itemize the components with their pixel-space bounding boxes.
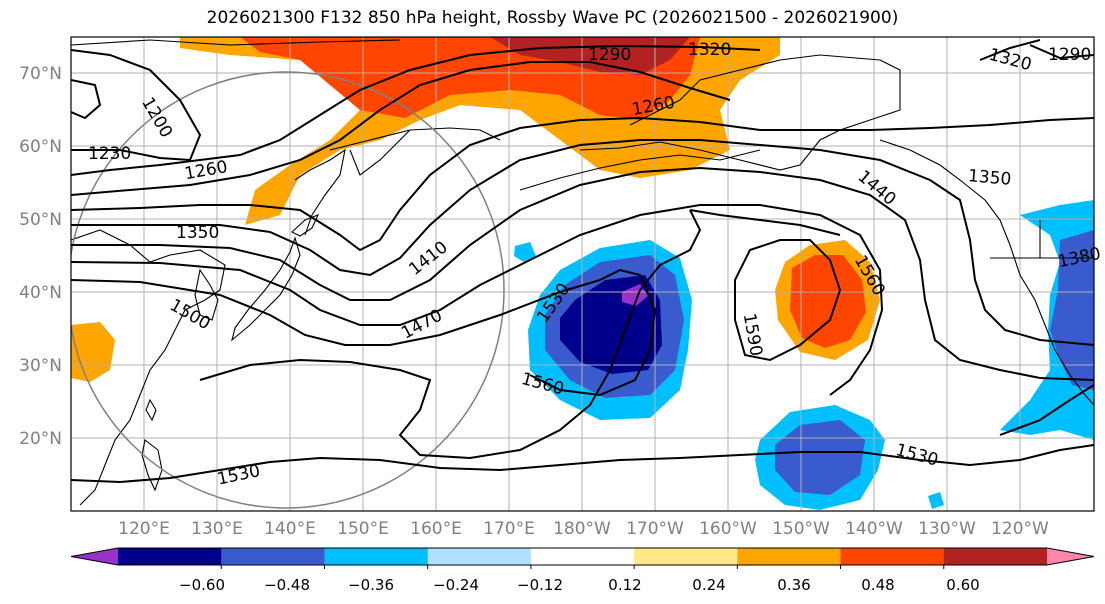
colorbar-segment xyxy=(737,548,842,565)
lon-tick-label: 120°E xyxy=(118,519,170,539)
colorbar xyxy=(70,547,1095,569)
colorbar-segment xyxy=(634,548,738,565)
lon-tick-label: 120°W xyxy=(991,519,1049,539)
negative-anomaly-central xyxy=(514,240,692,420)
colorbar-segment xyxy=(118,548,222,565)
contour-label: 1350 xyxy=(176,223,219,243)
map-frame xyxy=(70,36,1095,512)
lon-tick-label: 170°E xyxy=(483,519,535,539)
colorbar-segment xyxy=(530,548,635,565)
positive-anomaly-north xyxy=(180,37,780,225)
colorbar-tick-labels: −0.60 −0.48 −0.36 −0.24 −0.12 0.12 0.24 … xyxy=(179,576,980,594)
colorbar-outline xyxy=(70,547,1095,566)
contour-label: 1320 xyxy=(688,40,731,60)
colorbar-tick-label: −0.48 xyxy=(264,576,310,594)
contour-label: 1230 xyxy=(88,144,131,164)
lon-tick-label: 180°W xyxy=(553,519,611,539)
lon-tick-label: 150°W xyxy=(772,519,830,539)
colorbar-tick-label: 0.48 xyxy=(861,576,894,594)
colorbar-segment xyxy=(324,548,429,565)
lat-tick-label: 50°N xyxy=(19,210,62,230)
lon-tick-label: 160°E xyxy=(410,519,462,539)
contour-label: 1350 xyxy=(967,166,1012,190)
colorbar-extend-min xyxy=(71,548,118,565)
colorbar-tick-label: 0.36 xyxy=(777,576,810,594)
height-contours xyxy=(71,39,1094,484)
colorbar-tick-label: −0.24 xyxy=(433,576,479,594)
lon-tick-label: 130°E xyxy=(191,519,243,539)
lat-tick-label: 20°N xyxy=(19,429,62,449)
lon-tick-label: 150°E xyxy=(337,519,389,539)
colorbar-tick-label: 0.12 xyxy=(608,576,641,594)
colorbar-segment xyxy=(840,548,945,565)
gridlines xyxy=(71,37,1094,511)
colorbar-tick-label: −0.36 xyxy=(348,576,394,594)
colorbar-tick-label: 0.24 xyxy=(692,576,725,594)
colorbar-segment xyxy=(221,548,325,565)
lon-tick-label: 140°W xyxy=(845,519,903,539)
map-title: 2026021300 F132 850 hPa height, Rossby W… xyxy=(206,8,899,28)
region-circle xyxy=(71,71,505,509)
lon-tick-label: 130°W xyxy=(918,519,976,539)
lat-tick-label: 30°N xyxy=(19,356,62,376)
contour-label: 1290 xyxy=(588,45,631,65)
lon-tick-label: 140°E xyxy=(264,519,316,539)
contour-label: 1290 xyxy=(1048,45,1091,65)
colorbar-segment xyxy=(943,548,1048,565)
colorbar-segment xyxy=(427,548,532,565)
lon-tick-label: 160°W xyxy=(699,519,757,539)
lat-tick-label: 70°N xyxy=(19,64,62,84)
lat-tick-label: 60°N xyxy=(19,137,62,157)
colorbar-extend-max xyxy=(1047,548,1094,565)
lat-tick-labels: 20°N 30°N 40°N 50°N 60°N 70°N xyxy=(19,64,62,449)
colorbar-tick-label: −0.12 xyxy=(517,576,563,594)
colorbar-tick-label: 0.60 xyxy=(946,576,979,594)
lon-tick-labels: 120°E 130°E 140°E 150°E 160°E 170°E 180°… xyxy=(118,519,1049,539)
colorbar-tick-label: −0.60 xyxy=(179,576,225,594)
lon-tick-label: 170°W xyxy=(626,519,684,539)
lat-tick-label: 40°N xyxy=(19,283,62,303)
negative-anomaly-south xyxy=(755,405,944,510)
